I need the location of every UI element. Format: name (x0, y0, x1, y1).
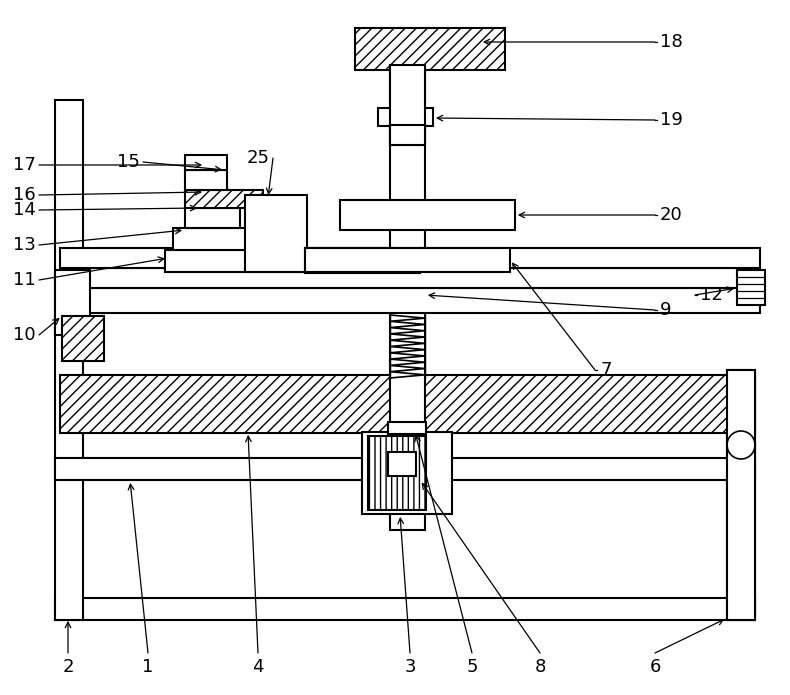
Bar (305, 248, 420, 273)
Bar (362, 432, 452, 514)
Bar (355, 28, 505, 70)
Text: 4: 4 (252, 658, 264, 676)
Bar (245, 195, 307, 272)
Text: 7: 7 (600, 361, 611, 379)
Text: 20: 20 (660, 206, 683, 224)
Bar (305, 248, 510, 272)
Bar (737, 270, 765, 305)
Bar (185, 170, 227, 190)
Bar (390, 65, 425, 530)
Bar (60, 248, 395, 268)
Text: 13: 13 (13, 236, 36, 254)
Bar (388, 422, 426, 434)
Text: 8: 8 (534, 658, 546, 676)
Text: 11: 11 (13, 271, 36, 289)
Text: 5: 5 (466, 658, 478, 676)
Bar (378, 108, 433, 126)
Text: 19: 19 (660, 111, 683, 129)
Text: 15: 15 (117, 153, 140, 171)
Text: 25: 25 (247, 149, 270, 167)
Text: 14: 14 (13, 201, 36, 219)
Bar (60, 375, 755, 433)
Text: 16: 16 (13, 186, 36, 204)
Bar (420, 248, 760, 268)
Text: 2: 2 (62, 658, 73, 676)
Text: 6: 6 (649, 658, 660, 676)
Bar (185, 208, 240, 228)
Bar (55, 100, 83, 620)
Bar (55, 458, 755, 480)
Text: 17: 17 (13, 156, 36, 174)
Bar (390, 65, 425, 145)
Bar (185, 190, 263, 208)
Text: 1: 1 (142, 658, 154, 676)
Bar (390, 125, 425, 145)
Bar (60, 288, 760, 313)
Bar (388, 452, 416, 476)
Bar (55, 270, 90, 335)
Bar (727, 370, 755, 620)
Text: 3: 3 (404, 658, 416, 676)
Bar (60, 268, 760, 288)
Bar (185, 155, 227, 170)
Bar (340, 200, 515, 230)
Text: 9: 9 (660, 301, 672, 319)
Bar (55, 598, 755, 620)
Text: 12: 12 (700, 286, 723, 304)
Text: 10: 10 (13, 326, 36, 344)
Bar (368, 436, 426, 510)
Bar (165, 250, 395, 272)
Bar (727, 370, 755, 620)
Bar (62, 316, 104, 361)
Bar (173, 228, 248, 250)
Text: 18: 18 (660, 33, 683, 51)
